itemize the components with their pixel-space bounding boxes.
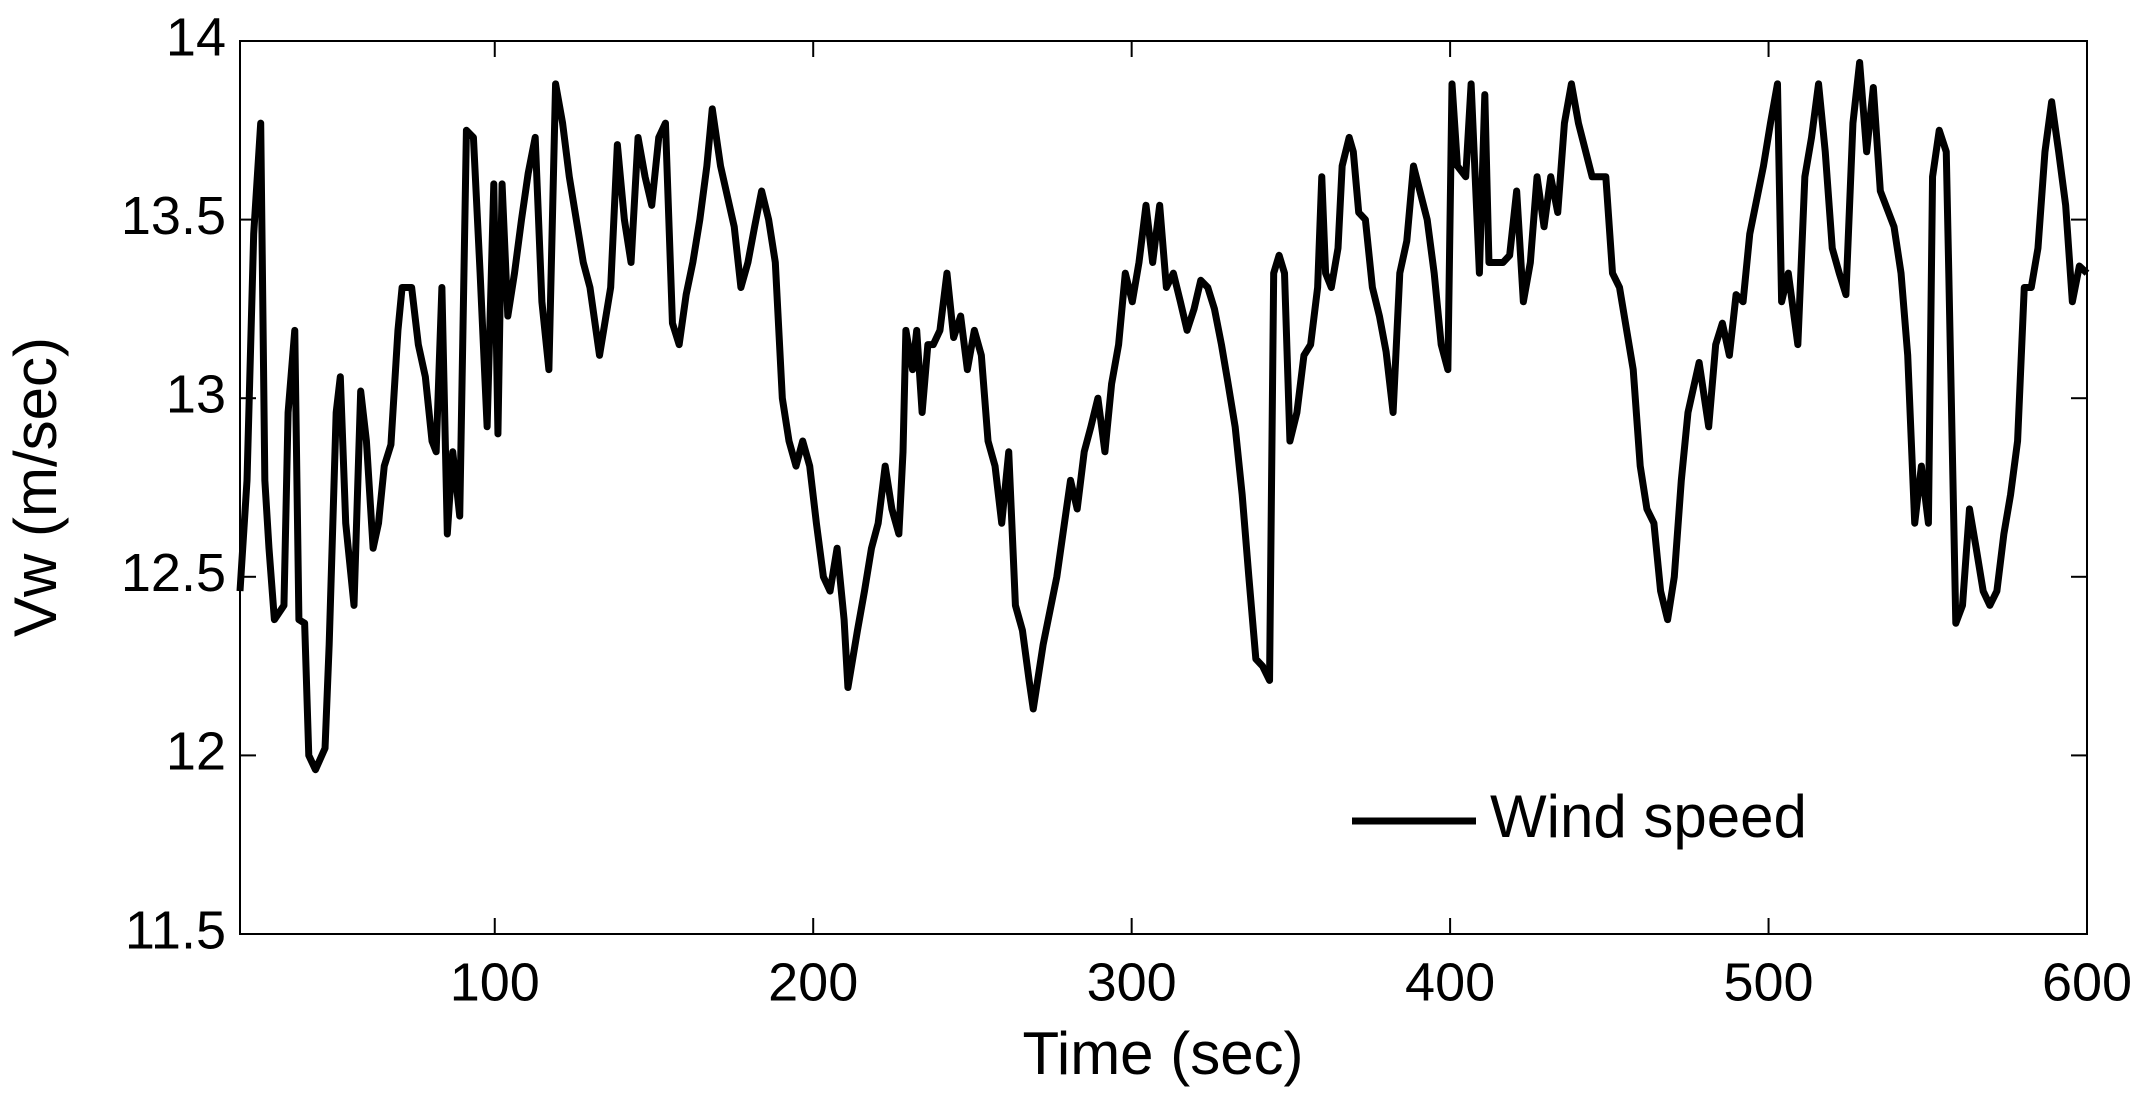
y-tick-label: 14 <box>166 7 226 67</box>
x-tick-label: 200 <box>768 952 858 1012</box>
y-tick-label: 11.5 <box>125 900 226 960</box>
y-tick-label: 13 <box>166 364 226 424</box>
x-tick-label: 400 <box>1405 952 1495 1012</box>
plot-frame <box>239 40 2088 935</box>
legend-label: Wind speed <box>1490 783 1807 850</box>
y-tick-label: 13.5 <box>121 186 226 246</box>
y-tick-label: 12.5 <box>121 543 226 603</box>
y-tick-label: 12 <box>166 722 226 782</box>
data-line <box>236 58 2090 774</box>
x-tick-label: 300 <box>1087 952 1177 1012</box>
y-axis-label: Vw (m/sec) <box>2 337 69 637</box>
x-tick-label: 500 <box>1723 952 1813 1012</box>
x-axis-label: Time (sec) <box>1022 1020 1303 1087</box>
x-tick-label: 600 <box>2042 952 2132 1012</box>
x-tick-label: 100 <box>450 952 540 1012</box>
